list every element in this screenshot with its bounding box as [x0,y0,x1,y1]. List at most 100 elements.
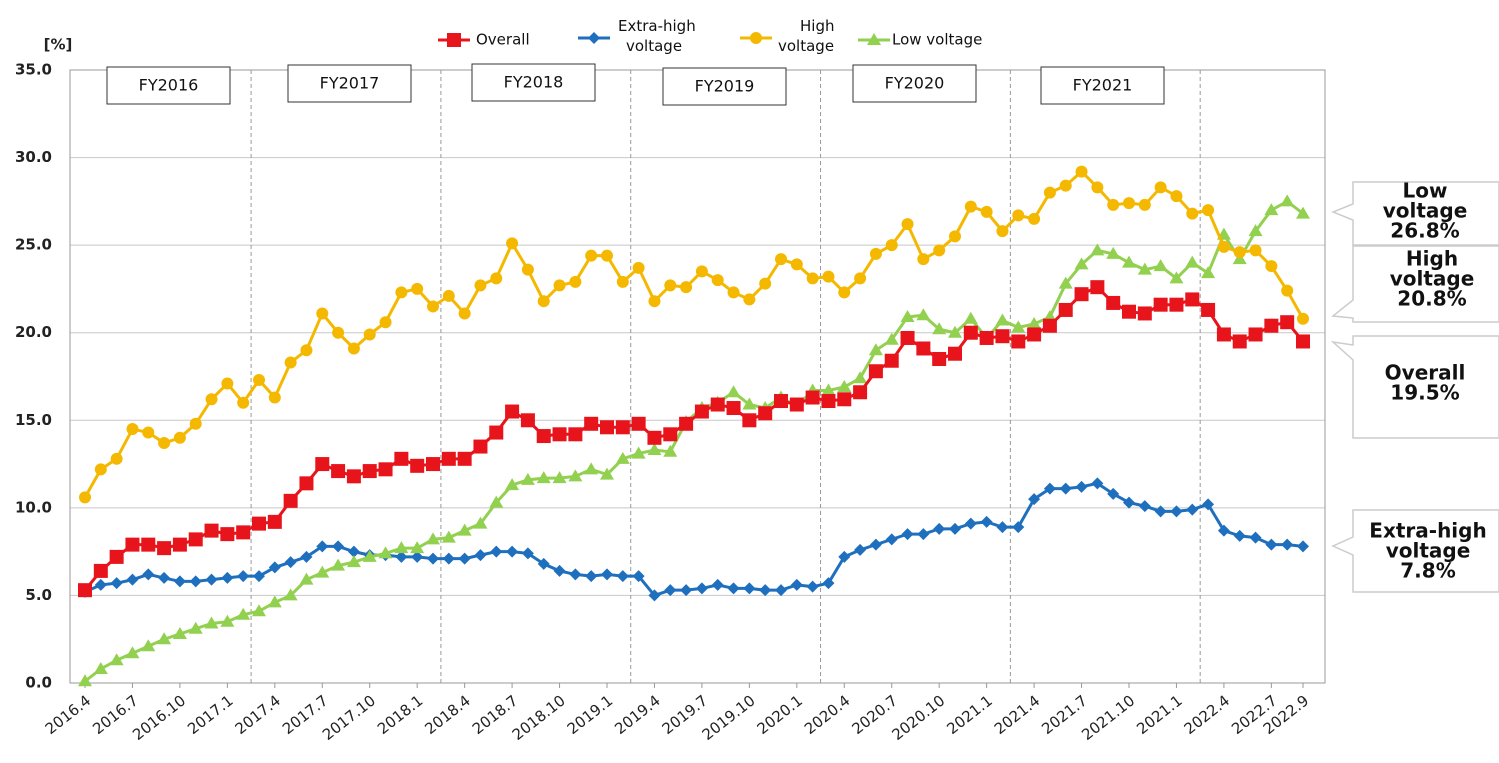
marker [141,537,156,552]
marker [1058,276,1073,289]
marker [600,420,614,435]
marker [1249,531,1262,544]
marker [158,571,171,584]
marker [1138,198,1151,211]
marker [664,279,677,292]
period-label: FY2018 [504,73,564,92]
marker [347,342,360,355]
marker [552,427,567,442]
marker [616,275,629,288]
marker [694,404,709,419]
marker [980,515,993,528]
marker [489,425,504,440]
marker [427,300,439,313]
marker [854,272,867,285]
series [79,477,1309,602]
marker [743,582,756,595]
marker [663,444,678,457]
annotation: Low [1403,179,1448,203]
marker [442,289,455,302]
marker [362,464,377,479]
marker [584,462,599,475]
marker [458,307,471,320]
marker [1233,246,1246,259]
marker [806,272,819,285]
marker [1281,538,1294,551]
marker [1201,266,1216,279]
marker [631,446,646,459]
marker [93,661,108,674]
marker [110,577,123,590]
marker [963,311,978,324]
marker [126,423,139,436]
x-tick-label: 2021.10 [1078,692,1138,744]
marker [964,200,977,213]
marker [506,545,519,558]
marker [1012,521,1025,534]
marker [172,537,187,552]
marker [695,582,708,595]
y-tick-label: 0.0 [25,674,52,692]
marker [332,326,345,339]
marker [505,404,520,419]
marker [299,476,314,491]
marker [457,523,472,536]
marker [790,578,803,591]
annotation: 20.8% [1397,287,1466,311]
marker [1090,243,1105,256]
marker [742,397,757,410]
marker [1265,538,1278,551]
marker [917,253,930,266]
x-tick-label: 2016.10 [129,692,189,744]
callouts [1330,181,1499,593]
marker [995,313,1010,326]
marker [78,583,92,598]
marker [663,427,678,442]
callout-box [1331,509,1499,593]
marker [188,621,203,634]
marker [1281,284,1294,297]
marker [933,244,946,257]
marker [726,385,741,398]
marker [1201,302,1216,317]
marker [520,472,535,485]
marker [157,541,172,556]
marker [711,578,724,591]
marker [869,538,882,551]
marker [727,286,740,299]
marker [1074,287,1089,302]
marker [1154,181,1167,194]
marker [173,575,186,588]
marker [346,555,361,568]
legend-label: Low voltage [892,31,982,49]
marker [1280,315,1295,330]
marker [394,541,409,554]
marker [1122,255,1136,268]
marker [1169,271,1184,284]
marker [632,570,645,583]
marker [94,463,107,476]
marker [331,558,346,571]
marker [821,394,836,409]
marker [79,491,91,504]
marker [142,426,155,439]
marker [283,588,298,601]
legend-label: Extra-high voltage [618,17,700,55]
marker [125,646,140,659]
marker [1028,493,1041,506]
marker [996,521,1009,534]
series [79,165,1309,504]
marker [600,467,614,480]
marker [1297,540,1309,553]
marker [932,322,947,335]
marker [474,279,487,292]
marker [647,430,662,445]
marker [1297,312,1309,325]
marker [237,396,250,409]
marker [900,330,915,345]
marker [172,626,187,639]
marker [1123,496,1135,509]
marker [283,493,298,508]
marker [268,561,281,574]
period-box [287,64,412,103]
